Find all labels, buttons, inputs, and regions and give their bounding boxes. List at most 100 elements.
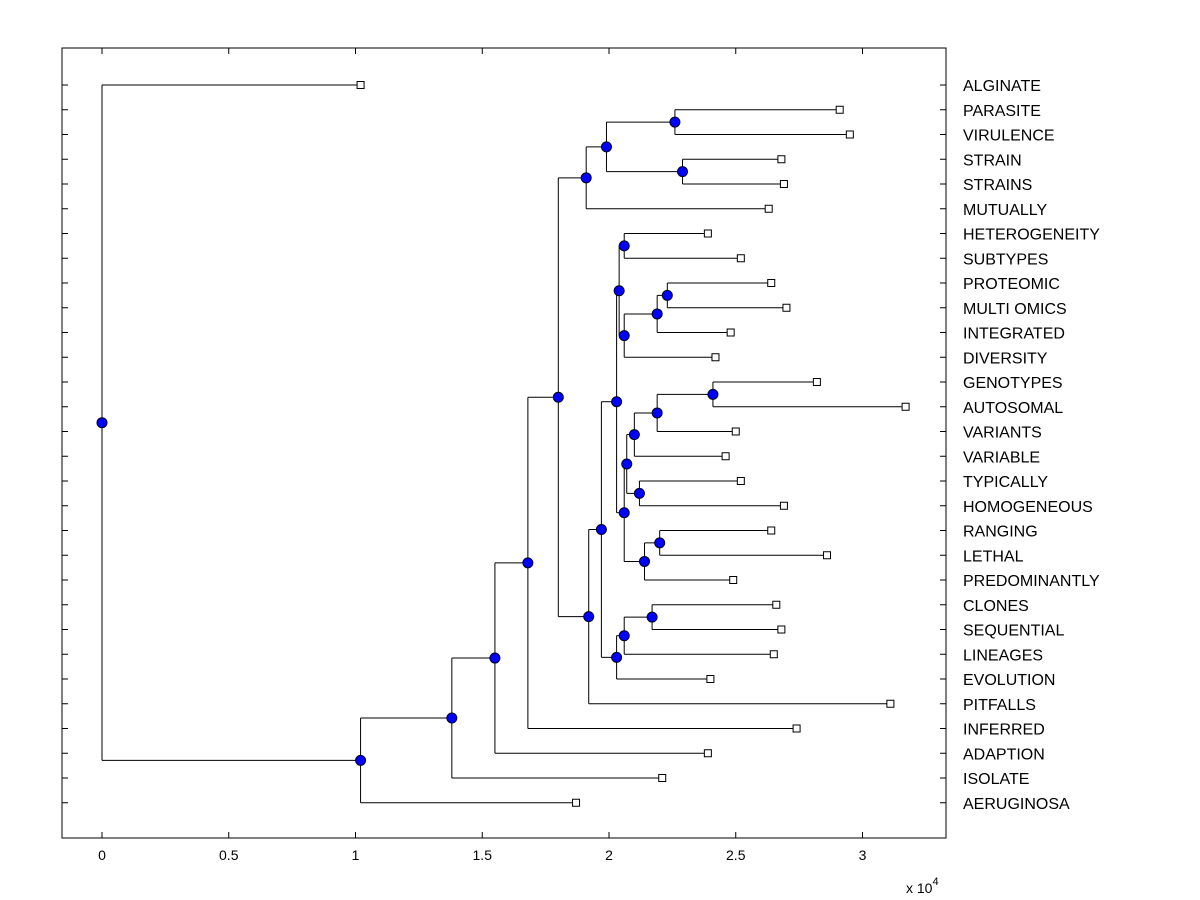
leaf-label: CLONES (963, 598, 1029, 615)
leaf-marker (777, 625, 786, 634)
leaf-marker (703, 749, 712, 758)
leaf-label: INFERRED (963, 722, 1045, 739)
merge-node-n2 (677, 166, 689, 178)
leaf-label: AUTOSOMAL (963, 400, 1063, 417)
leaf-marker (764, 204, 773, 213)
x-tick-label: 1 (352, 847, 360, 863)
x-tick-label: 0.5 (219, 847, 239, 863)
merge-node-n12 (628, 429, 640, 441)
merge-node-n27 (446, 712, 458, 724)
merge-node-n19 (646, 611, 658, 623)
leaf-marker (769, 650, 778, 659)
x-axis-scale-base: x 10 (906, 880, 933, 896)
leaf-marker (767, 526, 776, 535)
dendrogram-links (101, 84, 906, 804)
merge-node-n18 (611, 396, 623, 408)
leaf-label: EVOLUTION (963, 672, 1055, 689)
leaf-label: PITFALLS (963, 697, 1036, 714)
leaf-marker (721, 452, 730, 461)
merge-node-n3 (600, 141, 612, 153)
merge-node-n20 (618, 630, 630, 642)
leaf-label: DIVERSITY (963, 350, 1048, 367)
merge-node-n8 (618, 330, 630, 342)
merge-node-n14 (621, 458, 633, 470)
leaf-marker (572, 798, 581, 807)
leaf-label: SEQUENTIAL (963, 623, 1064, 640)
leaf-label: RANGING (963, 524, 1038, 541)
leaf-label: MUTUALLY (963, 202, 1047, 219)
merge-node-n11 (651, 407, 663, 419)
x-tick-label: 1.5 (473, 847, 493, 863)
leaf-marker (845, 130, 854, 139)
merge-node-n6 (661, 289, 673, 301)
leaf-label: PARASITE (963, 103, 1041, 120)
merge-node-n25 (522, 557, 534, 569)
x-tick-label: 2.5 (726, 847, 746, 863)
leaf-label: SUBTYPES (963, 251, 1048, 268)
x-ticks: 0 0.5 1 1.5 2 2.5 3 (98, 48, 867, 863)
leaf-marker (823, 551, 832, 560)
x-tick-label: 0 (98, 847, 106, 863)
x-axis-scale-exponent: 4 (932, 876, 938, 888)
leaf-marker (792, 724, 801, 733)
merge-node-n17 (618, 507, 630, 519)
merge-node-n1 (669, 116, 681, 128)
leaf-labels: ALGINATE PARASITE VIRULENCE STRAIN STRAINS MU… (963, 78, 1100, 813)
leaf-label: ADAPTION (963, 746, 1045, 763)
leaf-label: STRAINS (963, 177, 1032, 194)
merge-node-n10 (707, 388, 719, 400)
leaf-marker (779, 501, 788, 510)
leaf-marker (835, 105, 844, 114)
y-ticks (62, 84, 946, 804)
leaf-label: AERUGINOSA (963, 796, 1070, 813)
leaf-label: GENOTYPES (963, 375, 1063, 392)
x-axis-scale-label: x 104 (906, 876, 939, 896)
merge-node-n29 (96, 417, 108, 429)
merge-node-n24 (552, 391, 564, 403)
leaf-label: HETEROGENEITY (963, 227, 1100, 244)
merge-node-n23 (583, 611, 595, 623)
leaf-label: VIRULENCE (963, 128, 1055, 145)
x-tick-label: 3 (859, 847, 867, 863)
leaf-marker (779, 180, 788, 188)
merge-node-n26 (489, 652, 501, 664)
leaf-marker (767, 279, 776, 287)
leaf-label: INTEGRATED (963, 326, 1065, 343)
leaf-marker (736, 254, 745, 263)
plot-frame (61, 47, 947, 839)
merge-node-n21 (611, 651, 623, 663)
leaf-marker (706, 675, 715, 683)
leaf-label: PREDOMINANTLY (963, 573, 1100, 590)
leaf-marker (731, 427, 740, 436)
merge-node-n5 (618, 240, 630, 252)
leaf-marker (658, 774, 667, 782)
leaf-label: HOMOGENEOUS (963, 499, 1093, 516)
leaf-label: MULTI OMICS (963, 301, 1067, 318)
leaf-label: STRAIN (963, 152, 1022, 169)
leaf-marker (782, 303, 791, 312)
leaf-label: TYPICALLY (963, 474, 1048, 491)
merge-node-n13 (633, 487, 645, 499)
merge-node-n7 (651, 308, 663, 320)
leaf-marker (703, 229, 712, 238)
leaf-marker (726, 328, 735, 337)
leaf-label: VARIANTS (963, 425, 1042, 442)
merge-nodes (96, 116, 719, 766)
leaf-marker (711, 353, 720, 362)
leaf-label: ISOLATE (963, 771, 1029, 788)
leaf-label: LINEAGES (963, 647, 1043, 664)
leaf-label: LETHAL (963, 548, 1024, 565)
merge-node-n9 (613, 285, 625, 297)
merge-node-n15 (654, 537, 666, 549)
leaf-marker (812, 378, 821, 386)
leaf-marker (886, 699, 895, 708)
leaf-label: PROTEOMIC (963, 276, 1060, 293)
leaf-marker (736, 477, 745, 485)
merge-node-n28 (355, 754, 367, 766)
merge-node-n16 (638, 555, 650, 567)
leaf-label: VARIABLE (963, 449, 1040, 466)
leaf-marker (772, 600, 781, 609)
leaf-marker (356, 81, 365, 89)
leaf-markers (356, 81, 910, 807)
